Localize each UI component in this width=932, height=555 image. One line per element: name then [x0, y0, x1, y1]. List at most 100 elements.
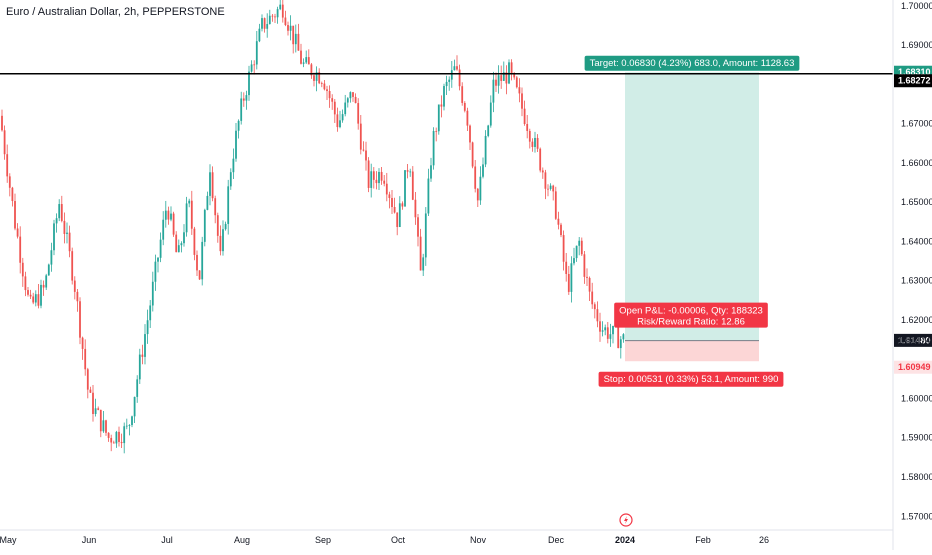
candle — [287, 21, 289, 36]
hline-price-tag-text: 1.68272 — [898, 76, 931, 86]
candle — [32, 292, 35, 305]
candle — [424, 207, 427, 266]
candle — [476, 187, 479, 208]
pl-label[interactable]: Open P&L: -0.00006, Qty: 188323 Risk/Rew… — [614, 302, 768, 328]
candle — [6, 144, 9, 183]
candle — [190, 190, 193, 235]
candle — [588, 276, 591, 302]
candle — [164, 200, 167, 228]
candle — [526, 115, 529, 139]
candle — [385, 172, 388, 202]
candle — [318, 68, 321, 85]
candle — [570, 256, 573, 303]
candle — [47, 263, 50, 276]
candle — [81, 336, 84, 360]
candle — [240, 91, 243, 125]
candle — [599, 312, 601, 342]
candle — [479, 166, 482, 205]
price-tick-label: 1.62000 — [901, 315, 932, 325]
candle — [177, 239, 180, 253]
candle — [404, 170, 406, 207]
candle — [541, 167, 544, 179]
candle — [580, 237, 583, 256]
candle — [227, 179, 230, 235]
candle — [209, 164, 211, 206]
candles-series[interactable] — [1, 0, 625, 454]
candle — [84, 339, 87, 376]
candle — [14, 193, 16, 231]
candle — [523, 100, 526, 126]
candle — [19, 226, 22, 274]
candle — [157, 257, 159, 273]
stop-zone[interactable] — [625, 340, 759, 362]
candle — [250, 60, 253, 73]
candle — [492, 71, 495, 113]
candle — [97, 406, 100, 411]
candle — [58, 199, 61, 222]
candle — [201, 236, 204, 286]
candle — [136, 375, 139, 403]
position-tool[interactable] — [625, 72, 759, 362]
candle — [242, 92, 245, 107]
lightning-icon[interactable] — [619, 513, 633, 527]
candle — [279, 0, 282, 11]
target-label[interactable]: Target: 0.06830 (4.23%) 683.0, Amount: 1… — [584, 55, 800, 71]
price-tick-label: 1.64000 — [901, 236, 932, 246]
candle — [461, 82, 464, 106]
candle — [131, 415, 133, 428]
candle — [89, 386, 92, 394]
candle — [216, 212, 219, 243]
candle — [328, 85, 331, 108]
candle — [544, 169, 547, 200]
stop-label[interactable]: Stop: 0.00531 (0.33%) 53.1, Amount: 990 — [598, 371, 784, 387]
price-tick-label: 1.66000 — [901, 158, 932, 168]
stop-label-text: Stop: 0.00531 (0.33%) 53.1, Amount: 990 — [604, 374, 779, 385]
candle — [305, 50, 308, 65]
candle — [521, 87, 523, 117]
candle — [159, 232, 162, 263]
candle — [471, 141, 474, 169]
candle — [253, 60, 256, 75]
candle — [154, 254, 157, 291]
candle — [466, 107, 469, 131]
candle — [435, 127, 438, 142]
candle — [341, 109, 344, 123]
candle — [370, 163, 373, 198]
time-tick-label: Nov — [470, 535, 487, 545]
candle — [575, 245, 578, 262]
candle — [268, 9, 271, 25]
candle — [307, 49, 310, 65]
time-tick-label: Aug — [234, 535, 250, 545]
time-tick-label: Jun — [82, 535, 97, 545]
symbol-title[interactable]: Euro / Australian Dollar, 2h, PEPPERSTON… — [6, 6, 225, 18]
candle — [180, 241, 183, 253]
candle — [313, 72, 315, 87]
candle — [357, 98, 360, 130]
candle — [128, 424, 131, 436]
target-zone[interactable] — [625, 72, 759, 341]
candle — [45, 273, 48, 290]
candle — [567, 265, 570, 295]
candle — [102, 411, 105, 433]
candle — [73, 276, 76, 300]
time-tick-label: Sep — [315, 535, 331, 545]
candle — [162, 211, 165, 246]
candle — [536, 134, 539, 152]
price-axis[interactable]: 1.70000 1.69000 1.67000 1.66000 1.65000 1.640… — [901, 1, 932, 521]
candle — [562, 230, 565, 271]
time-axis[interactable]: May Jun Jul Aug Sep Oct Nov Dec 2024 Feb 26 — [0, 535, 769, 545]
candle — [302, 58, 305, 68]
candle — [606, 321, 609, 344]
candle — [185, 196, 188, 237]
candle — [235, 122, 237, 162]
candle — [294, 24, 297, 53]
candle — [315, 66, 318, 92]
candle — [554, 186, 557, 221]
risk-reward-text: Risk/Reward Ratio: 12.86 — [637, 317, 745, 328]
candle — [68, 225, 71, 258]
candle — [289, 15, 292, 41]
stop-label-bg — [598, 371, 784, 387]
candle — [510, 59, 513, 81]
